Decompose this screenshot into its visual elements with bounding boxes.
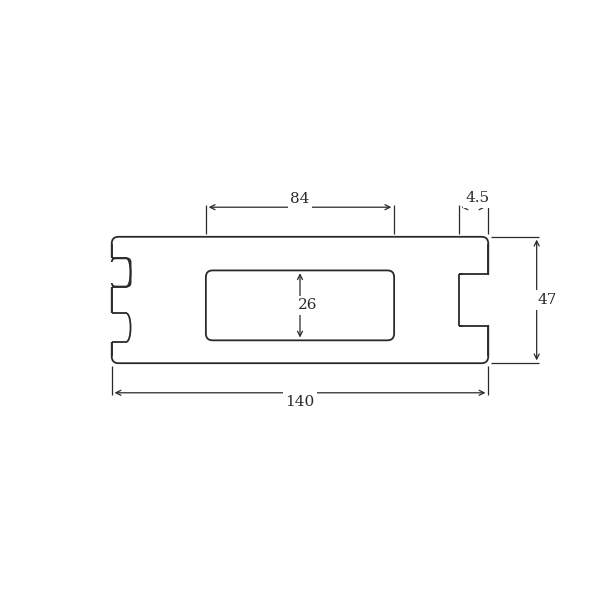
Bar xyxy=(109,259,129,286)
Text: 47: 47 xyxy=(538,293,557,307)
Text: 140: 140 xyxy=(286,395,314,409)
Text: 26: 26 xyxy=(298,298,318,313)
Bar xyxy=(109,314,129,341)
Bar xyxy=(458,275,491,325)
Text: 84: 84 xyxy=(290,192,310,206)
FancyBboxPatch shape xyxy=(206,271,394,340)
Bar xyxy=(109,262,113,283)
FancyBboxPatch shape xyxy=(112,259,131,287)
FancyBboxPatch shape xyxy=(112,237,488,363)
Bar xyxy=(110,259,132,287)
Bar xyxy=(110,313,132,341)
Text: 4.5: 4.5 xyxy=(466,191,490,205)
